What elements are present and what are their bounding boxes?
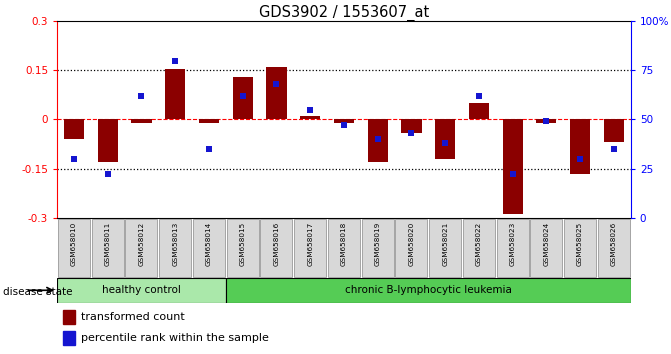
- Bar: [92, 219, 123, 277]
- Text: GSM658016: GSM658016: [273, 221, 279, 266]
- Text: GSM658024: GSM658024: [544, 221, 550, 266]
- Text: GSM658020: GSM658020: [409, 221, 415, 266]
- Bar: [57, 278, 225, 303]
- Text: GSM658021: GSM658021: [442, 221, 448, 266]
- Bar: [63, 331, 75, 345]
- Bar: [165, 69, 185, 119]
- Text: chronic B-lymphocytic leukemia: chronic B-lymphocytic leukemia: [345, 285, 512, 295]
- Bar: [300, 116, 320, 119]
- Text: healthy control: healthy control: [102, 285, 181, 295]
- Text: GSM658022: GSM658022: [476, 221, 482, 266]
- Bar: [463, 219, 495, 277]
- Bar: [469, 103, 489, 119]
- Bar: [333, 119, 354, 123]
- Text: GSM658023: GSM658023: [509, 221, 515, 266]
- Bar: [604, 119, 624, 142]
- Text: GSM658014: GSM658014: [206, 221, 212, 266]
- Bar: [530, 219, 562, 277]
- Bar: [225, 278, 631, 303]
- Bar: [132, 119, 152, 123]
- Bar: [570, 119, 590, 173]
- Text: GSM658025: GSM658025: [577, 221, 583, 266]
- Text: percentile rank within the sample: percentile rank within the sample: [81, 333, 269, 343]
- Text: GSM658018: GSM658018: [341, 221, 347, 266]
- Bar: [536, 119, 556, 123]
- Bar: [497, 219, 529, 277]
- Bar: [125, 219, 158, 277]
- Bar: [199, 119, 219, 123]
- Bar: [598, 219, 630, 277]
- Text: GSM658013: GSM658013: [172, 221, 178, 266]
- Bar: [401, 119, 421, 132]
- Text: GSM658017: GSM658017: [307, 221, 313, 266]
- Bar: [159, 219, 191, 277]
- Text: GSM658010: GSM658010: [71, 221, 77, 266]
- Bar: [233, 77, 253, 119]
- Text: transformed count: transformed count: [81, 312, 185, 322]
- Bar: [63, 310, 75, 324]
- Bar: [435, 119, 455, 159]
- Bar: [266, 67, 287, 119]
- Bar: [328, 219, 360, 277]
- Bar: [193, 219, 225, 277]
- Bar: [58, 219, 90, 277]
- Text: GSM658012: GSM658012: [138, 221, 144, 266]
- Bar: [294, 219, 326, 277]
- Text: GSM658026: GSM658026: [611, 221, 617, 266]
- Text: GSM658015: GSM658015: [240, 221, 246, 266]
- Title: GDS3902 / 1553607_at: GDS3902 / 1553607_at: [259, 5, 429, 21]
- Bar: [260, 219, 293, 277]
- Text: GSM658019: GSM658019: [374, 221, 380, 266]
- Bar: [97, 119, 118, 162]
- Bar: [362, 219, 394, 277]
- Bar: [368, 119, 388, 162]
- Text: GSM658011: GSM658011: [105, 221, 111, 266]
- Bar: [227, 219, 258, 277]
- Bar: [64, 119, 84, 139]
- Bar: [503, 119, 523, 215]
- Bar: [564, 219, 596, 277]
- Text: disease state: disease state: [3, 287, 73, 297]
- Bar: [429, 219, 461, 277]
- Bar: [395, 219, 427, 277]
